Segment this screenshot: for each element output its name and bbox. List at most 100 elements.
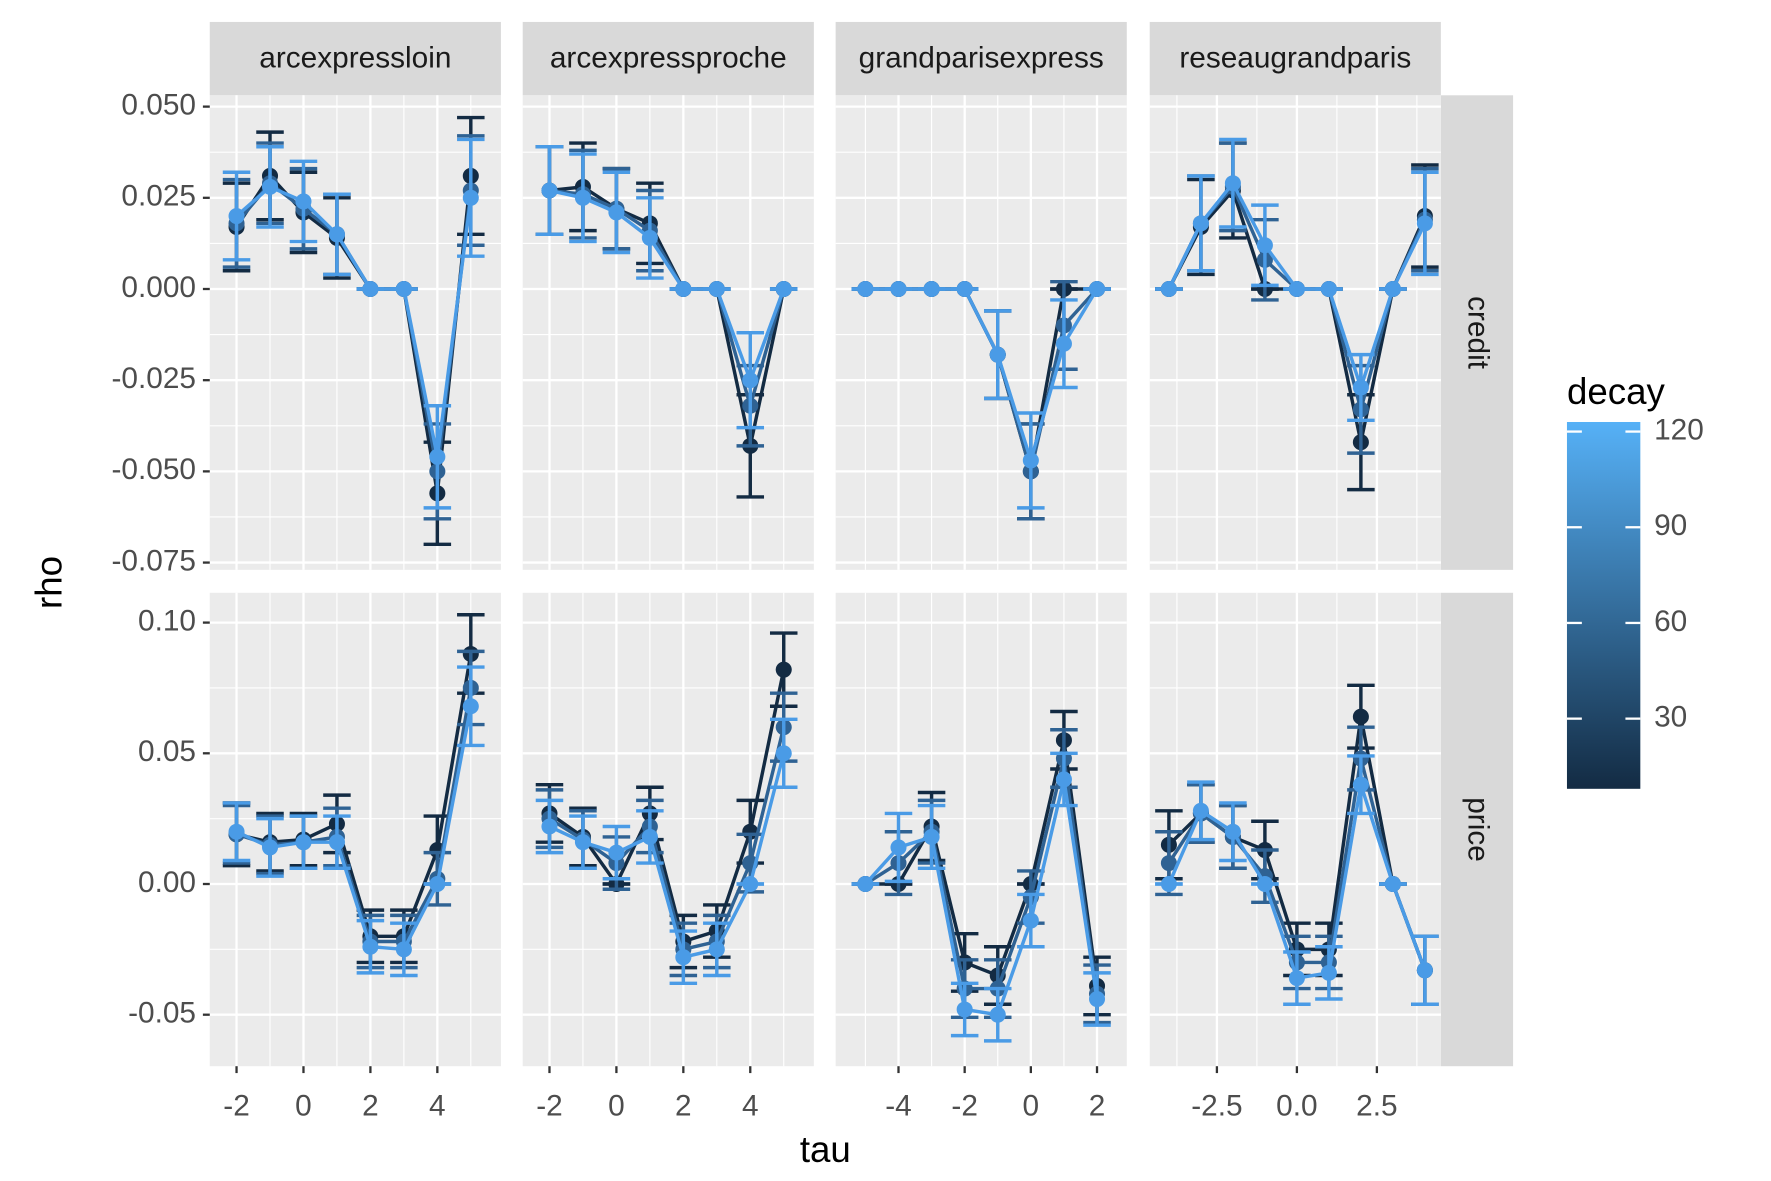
point — [1088, 990, 1106, 1008]
point — [328, 226, 345, 243]
x-tick-label: 2 — [675, 1089, 692, 1122]
point — [429, 875, 446, 893]
x-tick-label: 0 — [295, 1089, 312, 1122]
point — [1352, 776, 1369, 793]
panel — [209, 592, 501, 1067]
x-tick-label: 0.0 — [1276, 1089, 1317, 1122]
panel — [1149, 95, 1441, 570]
point — [1352, 708, 1369, 725]
point — [1416, 962, 1433, 979]
panel-background — [522, 95, 814, 570]
point — [775, 661, 792, 678]
point — [989, 346, 1006, 363]
panel — [522, 592, 814, 1067]
point — [742, 875, 759, 893]
point — [1160, 280, 1177, 298]
colorbar — [1566, 421, 1641, 789]
point — [1384, 280, 1401, 298]
point — [742, 372, 759, 389]
point — [956, 1001, 973, 1018]
point — [1055, 335, 1072, 352]
point — [1224, 823, 1241, 840]
legend-tick-label: 30 — [1654, 701, 1687, 734]
x-tick-label: 2.5 — [1356, 1089, 1397, 1122]
point — [1352, 379, 1369, 396]
x-tick-label: -2 — [223, 1089, 250, 1122]
column-strip-label: grandparisexpress — [859, 42, 1104, 75]
point — [1022, 452, 1039, 469]
y-tick-label: -0.050 — [112, 453, 197, 486]
point — [1288, 970, 1305, 987]
x-tick-label: 4 — [742, 1089, 759, 1122]
x-axis-title: tau — [800, 1129, 851, 1170]
point — [1192, 215, 1209, 232]
y-tick-label: 0.025 — [121, 180, 196, 213]
column-strip-label: reseaugrandparis — [1179, 42, 1411, 75]
point — [1192, 802, 1209, 819]
point — [857, 280, 874, 298]
panel-background — [209, 95, 501, 570]
y-tick-label: -0.075 — [112, 544, 197, 577]
point — [395, 280, 412, 298]
point — [1416, 215, 1433, 232]
point — [608, 204, 625, 221]
panel-background — [835, 592, 1127, 1067]
panel-background — [209, 592, 501, 1067]
x-tick-label: 2 — [362, 1089, 379, 1122]
row-strip-label: credit — [1462, 296, 1495, 370]
x-tick-label: -2 — [951, 1089, 977, 1122]
y-tick-label: 0.000 — [121, 271, 196, 304]
point — [362, 280, 379, 298]
point — [956, 280, 973, 298]
legend-tick-label: 60 — [1654, 605, 1687, 638]
point — [641, 828, 658, 845]
row-strip — [1440, 95, 1514, 570]
point — [923, 828, 940, 845]
point — [574, 189, 591, 206]
x-tick-label: -2 — [536, 1089, 563, 1122]
y-tick-label: -0.05 — [128, 997, 196, 1030]
point — [1288, 280, 1305, 298]
y-tick-label: 0.00 — [138, 866, 196, 899]
point — [890, 280, 907, 298]
point — [641, 229, 658, 246]
point — [923, 280, 940, 298]
panel — [522, 95, 814, 570]
point — [1055, 771, 1072, 788]
point — [1160, 855, 1177, 872]
point — [1320, 280, 1337, 298]
panel — [835, 592, 1127, 1067]
point — [708, 941, 725, 958]
point — [462, 189, 479, 206]
x-tick-label: 2 — [1089, 1089, 1106, 1122]
point — [890, 839, 907, 856]
point — [462, 698, 479, 715]
point — [675, 280, 692, 298]
point — [1256, 237, 1273, 254]
legend-tick-label: 120 — [1654, 413, 1704, 446]
legend-tick-label: 90 — [1654, 509, 1687, 542]
x-tick-label: 0 — [608, 1089, 625, 1122]
point — [429, 448, 446, 465]
point — [574, 834, 591, 851]
column-strip — [209, 21, 501, 96]
x-tick-label: 4 — [429, 1089, 446, 1122]
y-tick-label: -0.025 — [112, 362, 197, 395]
point — [708, 280, 725, 298]
y-axis-title: rho — [28, 556, 69, 609]
panel-background — [1149, 95, 1441, 570]
y-tick-label: 0.050 — [121, 88, 196, 121]
panel — [1149, 592, 1441, 1067]
column-strip — [1149, 21, 1441, 96]
column-strip-label: arcexpressloin — [259, 42, 451, 75]
panel-background — [835, 95, 1127, 570]
point — [1256, 875, 1273, 893]
legend-title: decay — [1567, 371, 1666, 412]
point — [395, 941, 412, 958]
row-strip — [1440, 592, 1514, 1067]
point — [1022, 912, 1039, 929]
y-tick-label: 0.10 — [138, 604, 196, 637]
column-strip — [522, 21, 814, 96]
point — [362, 938, 379, 955]
